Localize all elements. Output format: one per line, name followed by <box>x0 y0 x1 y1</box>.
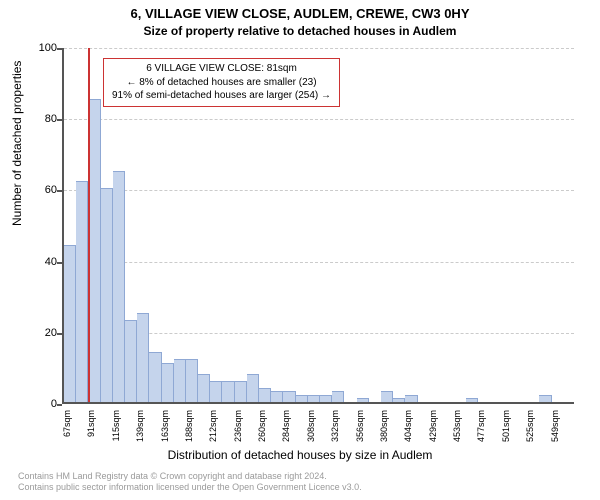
x-tick-label: 501sqm <box>501 410 511 450</box>
x-tick-label: 67sqm <box>62 410 72 450</box>
histogram-bar <box>101 188 113 402</box>
x-tick-label: 163sqm <box>160 410 170 450</box>
x-tick-label: 332sqm <box>330 410 340 450</box>
histogram-bar <box>162 363 174 402</box>
y-tick-label: 60 <box>45 184 57 196</box>
y-tick-mark <box>57 404 62 406</box>
credits: Contains HM Land Registry data © Crown c… <box>18 471 362 494</box>
y-tick-label: 20 <box>45 327 57 339</box>
x-tick-label: 525sqm <box>525 410 535 450</box>
x-tick-label: 115sqm <box>111 410 121 450</box>
y-tick-label: 40 <box>45 256 57 268</box>
x-tick-label: 91sqm <box>86 410 96 450</box>
x-tick-label: 212sqm <box>208 410 218 450</box>
x-tick-label: 284sqm <box>281 410 291 450</box>
x-tick-label: 404sqm <box>403 410 413 450</box>
histogram-bar <box>137 313 149 402</box>
annotation-line: 91% of semi-detached houses are larger (… <box>112 89 331 103</box>
histogram-bar <box>222 381 234 402</box>
histogram-bar <box>113 171 125 402</box>
histogram-bar <box>149 352 161 402</box>
x-tick-label: 308sqm <box>306 410 316 450</box>
histogram-bar <box>405 395 417 402</box>
annotation-box: 6 VILLAGE VIEW CLOSE: 81sqm← 8% of detac… <box>103 58 340 107</box>
histogram-bar <box>283 391 295 402</box>
y-tick-mark <box>57 262 62 264</box>
credit-line-1: Contains HM Land Registry data © Crown c… <box>18 471 362 483</box>
histogram-bar <box>320 395 332 402</box>
x-tick-label: 549sqm <box>550 410 560 450</box>
histogram-bar <box>357 398 369 402</box>
y-tick-mark <box>57 333 62 335</box>
histogram-bar <box>76 181 88 402</box>
x-tick-label: 139sqm <box>135 410 145 450</box>
y-tick-mark <box>57 190 62 192</box>
histogram-bar <box>271 391 283 402</box>
x-axis-label: Distribution of detached houses by size … <box>0 448 600 462</box>
y-tick-mark <box>57 119 62 121</box>
histogram-bar <box>247 374 259 402</box>
histogram-bar <box>393 398 405 402</box>
x-tick-label: 260sqm <box>257 410 267 450</box>
histogram-bar <box>539 395 551 402</box>
x-tick-label: 429sqm <box>428 410 438 450</box>
histogram-bar <box>259 388 271 402</box>
annotation-line: ← 8% of detached houses are smaller (23) <box>112 76 331 90</box>
histogram-bar <box>186 359 198 402</box>
x-tick-label: 477sqm <box>476 410 486 450</box>
histogram-bar <box>466 398 478 402</box>
histogram-bar <box>210 381 222 402</box>
histogram-bar <box>296 395 308 402</box>
x-tick-label: 188sqm <box>184 410 194 450</box>
x-tick-label: 356sqm <box>355 410 365 450</box>
histogram-bar <box>235 381 247 402</box>
gridline <box>64 48 574 49</box>
page-title: 6, VILLAGE VIEW CLOSE, AUDLEM, CREWE, CW… <box>0 6 600 21</box>
x-tick-label: 453sqm <box>452 410 462 450</box>
histogram-bar <box>381 391 393 402</box>
x-tick-label: 236sqm <box>233 410 243 450</box>
reference-line <box>88 48 90 402</box>
histogram-bar <box>174 359 186 402</box>
page-subtitle: Size of property relative to detached ho… <box>0 24 600 38</box>
credit-line-2: Contains public sector information licen… <box>18 482 362 494</box>
histogram-bar <box>332 391 344 402</box>
histogram-bar <box>198 374 210 402</box>
histogram-bar <box>125 320 137 402</box>
y-tick-mark <box>57 48 62 50</box>
annotation-line: 6 VILLAGE VIEW CLOSE: 81sqm <box>112 62 331 76</box>
y-tick-label: 80 <box>45 113 57 125</box>
x-tick-label: 380sqm <box>379 410 389 450</box>
gridline <box>64 190 574 191</box>
histogram-bar <box>64 245 76 402</box>
histogram-bar <box>308 395 320 402</box>
y-tick-label: 100 <box>39 42 57 54</box>
gridline <box>64 119 574 120</box>
gridline <box>64 262 574 263</box>
y-axis-label: Number of detached properties <box>10 61 24 226</box>
